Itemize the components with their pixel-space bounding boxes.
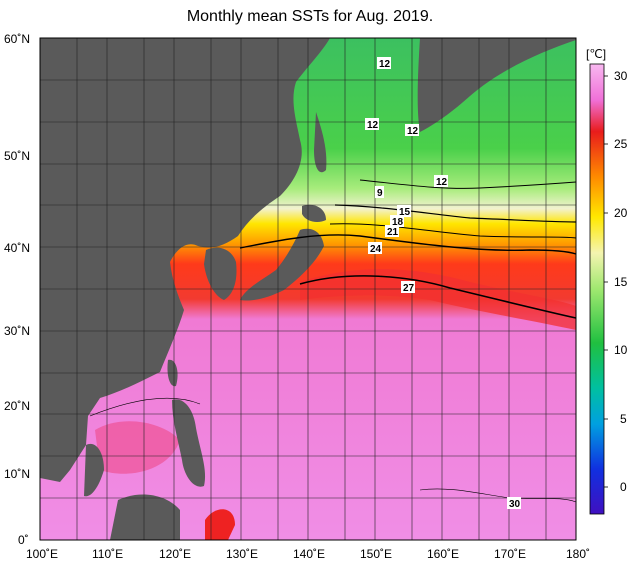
- lat-label: 0˚: [18, 533, 29, 547]
- lat-label: 30˚N: [4, 324, 30, 338]
- lon-label: 120˚E: [159, 547, 191, 561]
- isotherm-lines: [89, 179, 577, 503]
- svg-text:12: 12: [407, 126, 419, 137]
- map-title: Monthly mean SSTs for Aug. 2019.: [186, 8, 434, 25]
- lon-label: 130˚E: [226, 547, 258, 561]
- contour-labels: 12 12 12 12 9 15 18 21 24 27 30: [365, 57, 521, 510]
- svg-text:12: 12: [436, 177, 448, 188]
- colorbar: [℃] 30 25 20 15 10 5 0: [586, 47, 628, 515]
- lon-label: 150˚E: [360, 547, 392, 561]
- colorbar-tick: 25: [614, 137, 628, 151]
- lon-label: 160˚E: [427, 547, 459, 561]
- svg-text:21: 21: [387, 227, 399, 238]
- colorbar-tick: 20: [614, 206, 628, 220]
- lat-label: 20˚N: [4, 399, 30, 413]
- lat-label: 60˚N: [4, 32, 30, 46]
- lon-label: 170˚E: [494, 547, 526, 561]
- colorbar-unit: [℃]: [586, 47, 606, 61]
- equator-warm-patch: [205, 509, 235, 540]
- lon-labels: 100˚E 110˚E 120˚E 130˚E 140˚E 150˚E 160˚…: [26, 547, 590, 561]
- warm-band: [300, 269, 576, 330]
- lon-label: 100˚E: [26, 547, 58, 561]
- svg-text:24: 24: [370, 244, 382, 255]
- colorbar-tick: 5: [620, 412, 627, 426]
- svg-text:30: 30: [509, 499, 521, 510]
- svg-text:12: 12: [367, 120, 379, 131]
- lat-label: 40˚N: [4, 241, 30, 255]
- lat-label: 10˚N: [4, 467, 30, 481]
- lat-label: 50˚N: [4, 149, 30, 163]
- lon-label: 140˚E: [293, 547, 325, 561]
- svg-text:15: 15: [399, 207, 411, 218]
- colorbar-tick: 15: [614, 275, 628, 289]
- colorbar-tick: 30: [614, 69, 628, 83]
- lat-labels: 60˚N 50˚N 40˚N 30˚N 20˚N 10˚N 0˚: [4, 32, 30, 547]
- svg-text:18: 18: [392, 217, 404, 228]
- svg-text:9: 9: [377, 188, 383, 199]
- svg-text:12: 12: [379, 59, 391, 70]
- colorbar-tick: 0: [620, 480, 627, 494]
- lon-label: 110˚E: [92, 547, 123, 561]
- scs-warm-patch: [95, 421, 180, 474]
- lon-label: 180˚: [566, 547, 590, 561]
- svg-text:27: 27: [403, 283, 415, 294]
- map-frame: [39, 37, 577, 541]
- colorbar-scale: [589, 63, 605, 515]
- colorbar-tick: 10: [614, 343, 628, 357]
